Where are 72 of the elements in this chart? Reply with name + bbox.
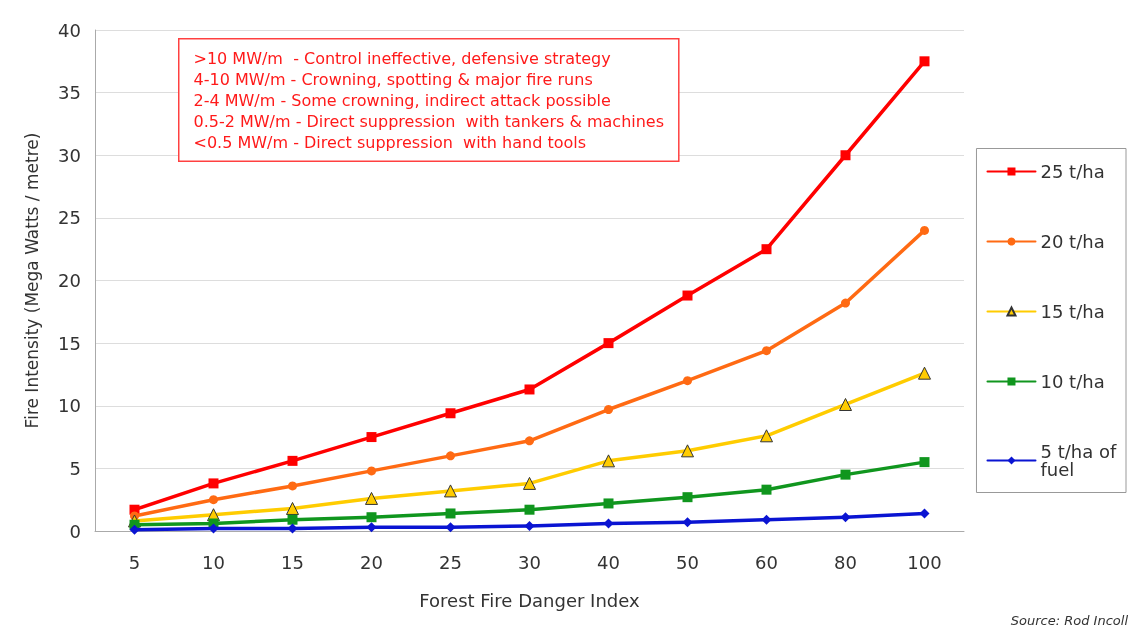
y-tick-label: 5	[69, 457, 81, 479]
x-tick-label: 25	[439, 551, 462, 573]
legend-label: 10 t/ha	[1040, 371, 1105, 392]
point	[208, 478, 219, 489]
x-tick-label: 50	[676, 551, 699, 573]
annotation: 2-4 MW/m - Some crowning, indirect attack possible	[193, 90, 611, 110]
point	[366, 432, 377, 443]
point	[524, 520, 535, 531]
legend-label: 5 t/ha of fuel	[1040, 441, 1122, 480]
y-tick-label: 25	[58, 207, 81, 229]
point	[524, 384, 535, 395]
point	[446, 451, 455, 461]
annotation: 0.5-2 MW/m - Direct suppression with tankers & machines	[193, 111, 665, 131]
point	[209, 495, 218, 505]
legend-label: 25 t/ha	[1040, 161, 1105, 182]
point	[366, 512, 377, 523]
point	[920, 225, 929, 235]
annotation: <0.5 MW/m - Direct suppression with hand tools	[193, 132, 587, 152]
legend-label: 15 t/ha	[1040, 301, 1105, 322]
legend-label: 20 t/ha	[1040, 231, 1105, 252]
y-tick-label: 30	[58, 144, 81, 166]
point	[367, 466, 376, 476]
point	[288, 481, 297, 491]
point	[682, 290, 693, 301]
source-note: Source: Rod Incoll	[1010, 613, 1129, 628]
point	[762, 346, 771, 356]
point	[523, 476, 536, 490]
x-tick-label: 20	[360, 551, 383, 573]
x-tick-label: 100	[907, 551, 942, 573]
annotation: >10 MW/m - Control ineffective, defensive strategy	[193, 48, 611, 68]
point	[761, 484, 772, 495]
point	[840, 150, 851, 161]
annotation: 4-10 MW/m - Crowning, spotting & major fire runs	[193, 69, 593, 89]
point	[287, 455, 298, 466]
point	[603, 338, 614, 349]
point	[445, 508, 456, 519]
x-tick-label: 30	[518, 551, 541, 573]
point	[683, 376, 692, 386]
y-tick-label: 40	[58, 19, 81, 41]
y-tick-label: 20	[58, 270, 81, 291]
y-axis-title: Fire Intensity (Mega Watts / metre)	[21, 132, 42, 429]
point	[604, 405, 613, 414]
point	[839, 398, 852, 411]
y-tick-label: 35	[58, 82, 81, 104]
point	[841, 298, 850, 308]
y-tick-label: 0	[69, 520, 81, 542]
y-tick-label: 15	[58, 332, 81, 354]
x-tick-label: 15	[281, 551, 304, 573]
x-axis-title: Forest Fire Danger Index	[419, 589, 640, 611]
x-tick-label: 10	[202, 551, 225, 573]
point	[919, 56, 930, 67]
point	[760, 429, 773, 443]
point	[603, 498, 614, 509]
x-tick-label: 60	[755, 551, 778, 573]
x-tick-label: 80	[834, 551, 857, 573]
point	[918, 366, 931, 380]
point	[681, 444, 694, 458]
point	[919, 457, 930, 468]
x-tick-label: 40	[597, 551, 620, 573]
point	[287, 514, 298, 525]
x-tick-label: 5	[128, 551, 141, 573]
y-tick-label: 10	[58, 395, 81, 417]
point	[365, 491, 378, 505]
point	[525, 436, 534, 446]
point	[444, 484, 457, 498]
point	[524, 504, 535, 515]
point	[602, 454, 615, 468]
point	[761, 244, 772, 255]
point	[445, 408, 456, 419]
point	[682, 492, 693, 503]
point	[840, 469, 851, 480]
point	[286, 501, 299, 515]
